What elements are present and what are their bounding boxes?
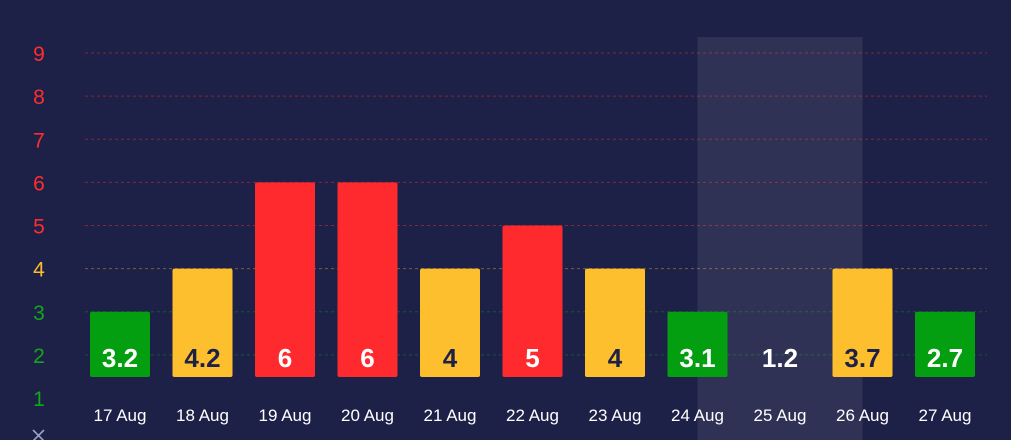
x-tick-label: 20 Aug [341, 406, 394, 425]
x-axis: 17 Aug 18 Aug 19 Aug 20 Aug 21 Aug 22 Aug 23 A… [94, 406, 972, 425]
highlight-band [697, 37, 863, 440]
highlight-region [697, 37, 863, 440]
bar-value-label: 6 [278, 343, 292, 373]
bar-value-label: 3.2 [102, 343, 138, 373]
bars [90, 182, 975, 377]
y-tick-label: 8 [33, 86, 45, 109]
bar-24-aug[interactable] [667, 311, 728, 377]
bar-27-aug[interactable] [915, 311, 975, 377]
x-tick-label: 23 Aug [589, 406, 642, 425]
bar-19-aug[interactable] [255, 182, 315, 377]
bar-value-label: 1.2 [762, 343, 798, 373]
x-tick-label: 18 Aug [176, 406, 229, 425]
bar-18-aug[interactable] [172, 268, 233, 377]
bar-26-aug[interactable] [832, 268, 893, 377]
bar-23-aug[interactable] [585, 268, 645, 377]
y-tick-label: 6 [33, 172, 45, 195]
y-axis: 9 8 7 6 5 4 3 2 1 [33, 43, 45, 411]
y-tick-label: 7 [33, 129, 45, 152]
y-tick-label: 5 [33, 216, 45, 239]
y-tick-label: 3 [33, 302, 45, 325]
bar-value-label: 4 [608, 343, 623, 373]
x-tick-label: 27 Aug [919, 406, 972, 425]
bar-value-label: 3.7 [844, 343, 880, 373]
x-tick-label: 25 Aug [754, 406, 807, 425]
y-tick-label: 1 [33, 388, 45, 411]
bar-value-label: 2.7 [927, 343, 963, 373]
x-tick-label: 17 Aug [94, 406, 147, 425]
bar-21-aug[interactable] [420, 268, 480, 377]
x-tick-label: 26 Aug [836, 406, 889, 425]
bar-value-label: 6 [360, 343, 374, 373]
bar-value-label: 4 [443, 343, 458, 373]
x-tick-label: 19 Aug [259, 406, 312, 425]
y-tick-label: 2 [33, 345, 45, 368]
bar-value-label: 4.2 [184, 343, 220, 373]
y-tick-label: 4 [33, 259, 45, 282]
bar-22-aug[interactable] [502, 225, 563, 378]
x-tick-label: 22 Aug [506, 406, 559, 425]
bar-17-aug[interactable] [90, 311, 150, 377]
bar-value-label: 5 [525, 343, 539, 373]
bar-20-aug[interactable] [337, 182, 398, 377]
close-icon[interactable] [32, 429, 45, 440]
y-tick-label: 9 [33, 43, 45, 66]
bar-value-label: 3.1 [679, 343, 715, 373]
x-tick-label: 21 Aug [424, 406, 477, 425]
value-labels: 3.2 4.2 6 6 4 5 4 3.1 1.2 3.7 2.7 [102, 343, 963, 373]
x-tick-label: 24 Aug [671, 406, 724, 425]
